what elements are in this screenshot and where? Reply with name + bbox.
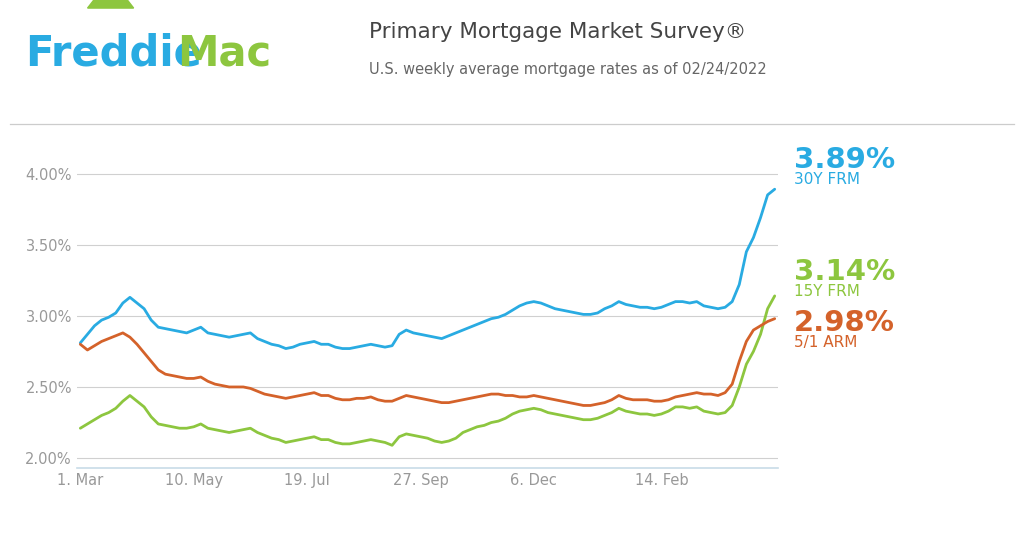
Text: 30Y FRM: 30Y FRM [794,172,859,187]
Text: 2.98%: 2.98% [794,309,895,337]
Text: 3.14%: 3.14% [794,258,895,286]
Text: 3.89%: 3.89% [794,146,895,174]
Text: Primary Mortgage Market Survey®: Primary Mortgage Market Survey® [369,22,746,43]
Text: U.S. weekly average mortgage rates as of 02/24/2022: U.S. weekly average mortgage rates as of… [369,62,766,77]
Text: 5/1 ARM: 5/1 ARM [794,335,857,350]
Text: Mac: Mac [177,33,271,75]
Text: Freddie: Freddie [26,33,203,75]
Text: 15Y FRM: 15Y FRM [794,284,859,299]
